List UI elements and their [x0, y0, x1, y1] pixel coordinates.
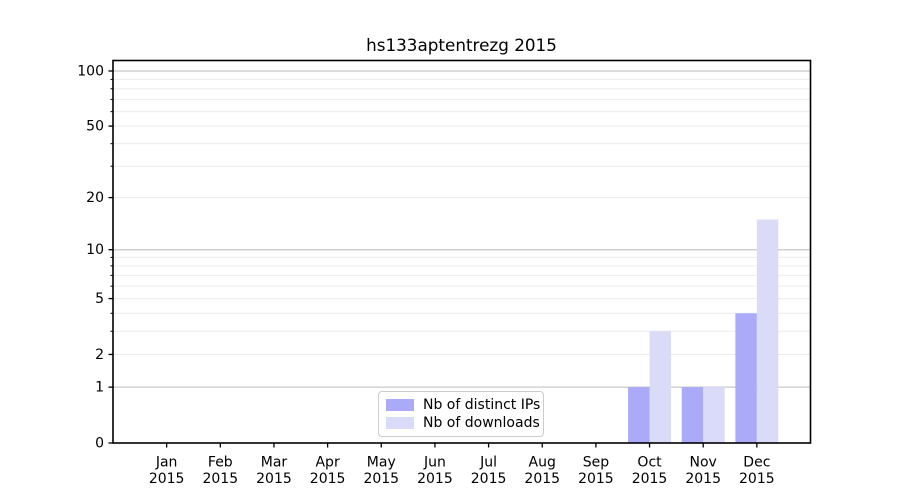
x-tick-label: Oct	[637, 455, 662, 471]
legend-swatch-distinct-ips	[386, 399, 414, 411]
x-tick-label: Apr	[315, 455, 339, 471]
x-tick-label: Jun	[423, 455, 446, 471]
x-tick-label: Dec	[743, 455, 770, 471]
x-tick-label: May	[367, 455, 396, 471]
y-tick-label: 50	[86, 119, 104, 135]
x-tick-label: 2015	[524, 471, 560, 487]
x-tick-label: 2015	[310, 471, 346, 487]
y-tick-label: 100	[77, 64, 104, 80]
x-tick-label: 2015	[578, 471, 614, 487]
x-tick-label: 2015	[685, 471, 721, 487]
bar-distinct-ips	[735, 313, 757, 443]
plot-border	[112, 59, 812, 444]
x-tick-label: 2015	[149, 471, 185, 487]
y-tick-label: 20	[86, 190, 104, 206]
x-tick-label: Aug	[529, 455, 556, 471]
y-tick-label: 0	[95, 436, 104, 452]
x-tick-label: 2015	[739, 471, 775, 487]
bar-downloads	[703, 387, 725, 443]
x-tick-label: 2015	[256, 471, 292, 487]
x-tick-label: 2015	[363, 471, 399, 487]
chart-title: hs133aptentrezg 2015	[366, 35, 557, 55]
x-tick-label: 2015	[632, 471, 668, 487]
x-tick-label: 2015	[471, 471, 507, 487]
y-tick-label: 10	[86, 242, 104, 258]
legend-swatch-downloads	[386, 417, 414, 429]
x-tick-label: 2015	[202, 471, 238, 487]
legend-item-distinct-ips: Nb of distinct IPs	[386, 398, 540, 412]
bar-distinct-ips	[628, 387, 650, 443]
y-tick-label: 5	[95, 291, 104, 307]
bar-downloads	[756, 219, 779, 443]
x-tick-label: Sep	[583, 455, 610, 471]
x-tick-label: 2015	[417, 471, 453, 487]
x-tick-label: Nov	[690, 455, 717, 471]
x-tick-label: Mar	[261, 455, 288, 471]
legend-item-downloads: Nb of downloads	[386, 416, 540, 430]
legend-label-downloads: Nb of downloads	[423, 415, 540, 431]
bar-downloads	[649, 331, 671, 443]
bar-distinct-ips	[681, 387, 704, 443]
y-tick-label: 1	[95, 380, 104, 396]
x-tick-label: Feb	[208, 455, 233, 471]
legend: Nb of distinct IPs Nb of downloads	[378, 391, 544, 437]
y-tick-label: 2	[95, 347, 104, 363]
x-tick-label: Jul	[479, 455, 497, 471]
legend-label-distinct-ips: Nb of distinct IPs	[423, 397, 541, 413]
x-tick-label: Jan	[155, 455, 178, 471]
